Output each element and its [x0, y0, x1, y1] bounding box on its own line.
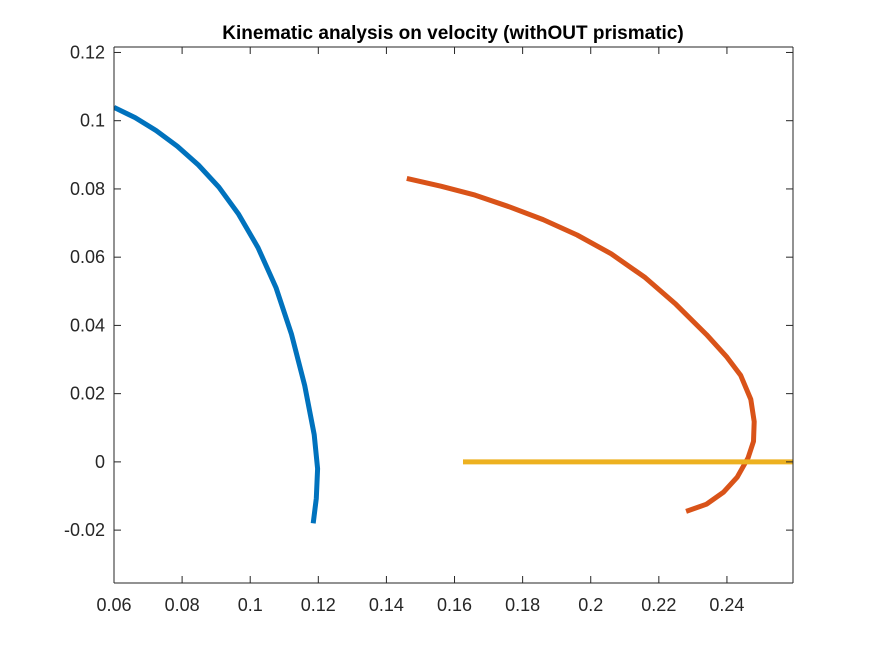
x-tick-label: 0.24	[709, 595, 744, 615]
x-tick-label: 0.12	[301, 595, 336, 615]
x-tick-label: 0.14	[369, 595, 404, 615]
y-tick-label: -0.02	[64, 520, 105, 540]
x-tick-label: 0.22	[641, 595, 676, 615]
y-tick-label: 0	[95, 452, 105, 472]
x-tick-label: 0.08	[165, 595, 200, 615]
plot-area: 0.06 0.08 0.1 0.12 0.14 0.16 0.18 0.2 0.22 0.24 -0…	[64, 42, 794, 615]
x-tick-label: 0.16	[437, 595, 472, 615]
series-line-2	[406, 175, 757, 514]
x-tick-label: 0.06	[96, 595, 131, 615]
y-tick-label: 0.02	[70, 384, 105, 404]
y-tick-label: 0.06	[70, 247, 105, 267]
x-tick-label: 0.1	[238, 595, 263, 615]
y-tick-label: 0.1	[80, 111, 105, 131]
y-tick-label: 0.12	[70, 42, 105, 62]
x-tick-label: 0.2	[578, 595, 603, 615]
y-tick-label: 0.08	[70, 179, 105, 199]
chart-title: Kinematic analysis on velocity (withOUT …	[222, 23, 683, 44]
x-tick-label: 0.18	[505, 595, 540, 615]
series-line-1	[114, 105, 321, 524]
y-tick-label: 0.04	[70, 315, 105, 335]
